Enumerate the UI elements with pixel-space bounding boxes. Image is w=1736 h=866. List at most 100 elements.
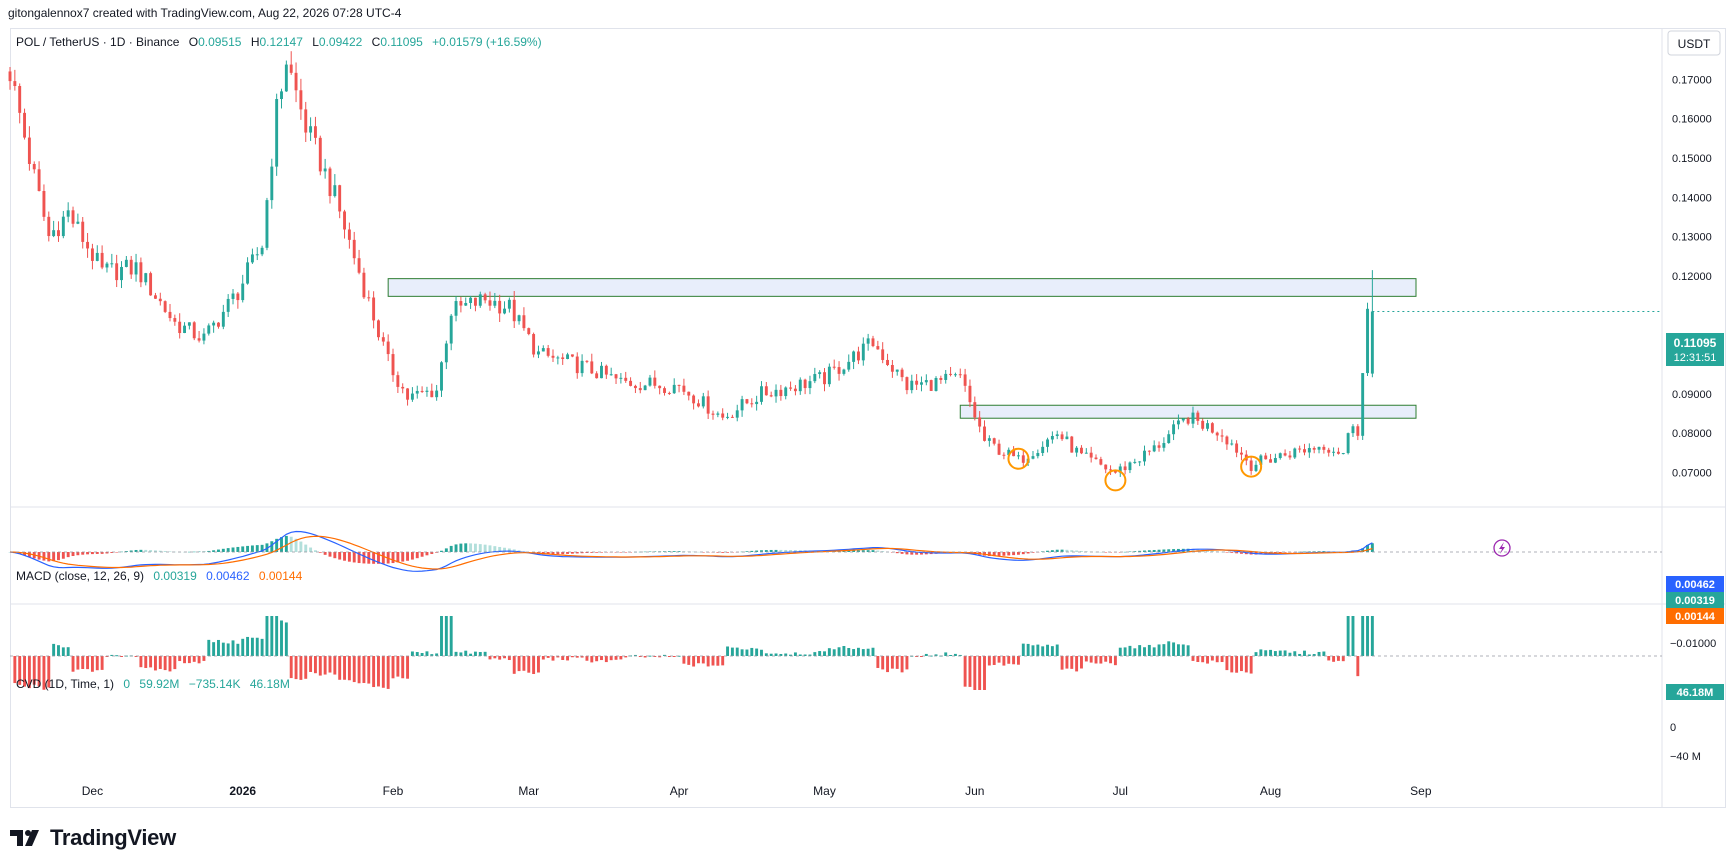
candle-body	[1206, 423, 1209, 429]
cvd-bar	[396, 656, 400, 677]
cvd-bar	[13, 656, 17, 684]
cvd-bar	[454, 651, 458, 656]
macd-histogram-bar	[57, 552, 60, 561]
macd-histogram-bar	[318, 552, 322, 553]
cvd-bar	[1133, 648, 1137, 656]
cvd-bar	[333, 656, 337, 675]
candle-body	[1172, 424, 1176, 435]
macd-histogram-bar	[1240, 552, 1243, 554]
macd-legend[interactable]: MACD (close, 12, 26, 9) 0.00319 0.00462 …	[16, 569, 303, 583]
candle-body	[1322, 446, 1326, 450]
tradingview-logo-icon	[10, 830, 39, 846]
cvd-bar	[740, 649, 744, 656]
candle-body	[493, 300, 497, 306]
candle-body	[716, 413, 720, 415]
cvd-bar	[1264, 650, 1268, 656]
candle-body	[638, 388, 642, 391]
cvd-bar	[1370, 616, 1374, 656]
macd-legend-title: MACD (close, 12, 26, 9)	[16, 569, 144, 583]
candle-body	[32, 163, 36, 170]
macd-histogram-bar	[459, 543, 463, 552]
macd-histogram-bar	[1317, 551, 1321, 552]
cvd-bar	[842, 646, 846, 656]
cvd-bar	[449, 616, 453, 656]
cvd-bar	[537, 656, 540, 673]
candle-body	[861, 343, 865, 361]
price-tick-label: 0.12000	[1672, 271, 1712, 283]
cvd-bar	[856, 647, 860, 656]
candle-body	[1099, 459, 1103, 465]
candle-body	[1264, 455, 1268, 460]
macd-histogram-bar	[1007, 552, 1011, 556]
candle-body	[347, 229, 351, 240]
currency-box[interactable]	[1667, 30, 1721, 56]
macd-histogram-bar	[1123, 551, 1127, 553]
macd-histogram-bar	[1235, 552, 1239, 554]
macd-histogram-bar	[1016, 552, 1020, 555]
macd-histogram-bar	[992, 552, 996, 557]
bolt-icon[interactable]	[1493, 539, 1511, 557]
macd-histogram-bar	[1080, 550, 1083, 552]
cvd-bar	[241, 638, 245, 656]
swing-low-marker[interactable]	[1240, 455, 1263, 478]
cvd-legend-v2: 59.92M	[139, 677, 179, 691]
macd-histogram-bar	[323, 552, 327, 555]
price-zone-rectangle[interactable]	[387, 278, 1417, 297]
cvd-bar	[813, 652, 817, 656]
macd-histogram-bar	[313, 550, 317, 552]
cvd-bar	[653, 656, 657, 657]
cvd-bar	[958, 654, 962, 656]
candle-body	[1235, 443, 1239, 453]
macd-histogram-bar	[168, 551, 172, 552]
cvd-bar	[338, 656, 342, 680]
candle-body	[1254, 464, 1258, 471]
macd-histogram-bar	[619, 552, 623, 553]
candle-body	[1303, 449, 1306, 453]
candle-body	[1046, 439, 1049, 447]
candle-body	[362, 272, 366, 298]
macd-histogram-bar	[672, 551, 676, 552]
cvd-bar	[1215, 656, 1219, 663]
cvd-bar	[706, 656, 710, 667]
cvd-legend[interactable]: CVD (1D, Time, 1) 0 59.92M −735.14K 46.1…	[16, 677, 290, 691]
cvd-bar	[1157, 644, 1161, 656]
main-legend[interactable]: POL / TetherUS · 1D · Binance O0.09515 H…	[16, 35, 542, 49]
candle-body	[1283, 453, 1287, 456]
tradingview-logo[interactable]: TradingView	[10, 825, 176, 851]
macd-histogram-bar	[910, 552, 914, 555]
macd-histogram-bar	[372, 552, 376, 564]
cvd-bar	[100, 656, 104, 670]
cvd-bar	[226, 643, 230, 656]
cvd-bar	[624, 656, 628, 658]
candle-body	[643, 385, 647, 391]
macd-histogram-bar	[153, 550, 157, 552]
candle-body	[318, 137, 322, 172]
price-tick-label: 0.08000	[1672, 428, 1712, 440]
cvd-bar	[1220, 656, 1224, 663]
candle-body	[231, 293, 235, 299]
candle-body	[692, 395, 696, 404]
cvd-bar	[105, 656, 109, 657]
cvd-bar	[1254, 652, 1258, 656]
cvd-bar	[309, 656, 313, 672]
cvd-bar	[483, 651, 487, 656]
cvd-bar	[1113, 656, 1117, 666]
swing-low-marker[interactable]	[1104, 469, 1127, 492]
cvd-bar	[832, 649, 836, 656]
candle-body	[793, 388, 797, 392]
candle-body	[1220, 435, 1224, 437]
cvd-bar	[1007, 656, 1011, 664]
macd-histogram-bar	[1307, 551, 1311, 552]
cvd-bar	[755, 648, 759, 656]
candle-body	[580, 360, 584, 374]
candle-body	[1181, 418, 1185, 421]
macd-histogram-bar	[420, 552, 424, 557]
price-zone-rectangle[interactable]	[959, 404, 1417, 419]
swing-low-marker[interactable]	[1007, 447, 1030, 470]
macd-histogram-bar	[750, 550, 754, 552]
macd-histogram-bar	[1147, 550, 1151, 552]
candle-body	[1351, 426, 1355, 434]
candle-body	[798, 379, 802, 392]
candle-body	[124, 259, 128, 267]
